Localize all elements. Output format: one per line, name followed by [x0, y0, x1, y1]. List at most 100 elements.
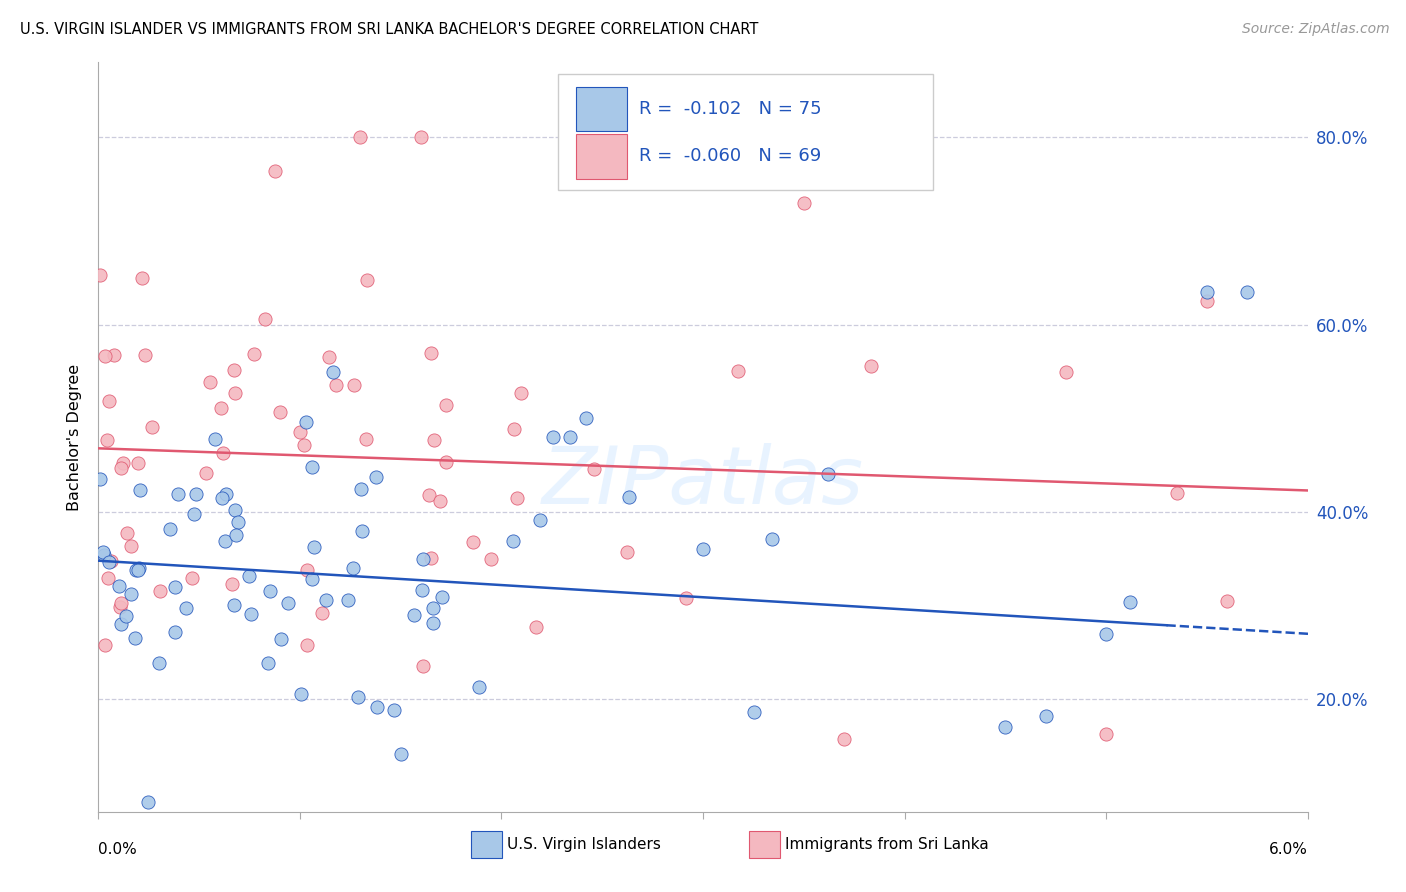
Point [1119, 595, 1142, 609]
Point [382, 703, 405, 717]
Point [97, 571, 120, 585]
Point [582, 462, 605, 476]
Point [1166, 486, 1188, 500]
Point [325, 378, 347, 392]
Point [211, 491, 233, 505]
FancyBboxPatch shape [471, 831, 502, 858]
Text: 0.0%: 0.0% [98, 842, 138, 856]
Point [240, 607, 263, 622]
Point [93, 638, 115, 652]
Point [270, 632, 292, 646]
Point [222, 598, 245, 612]
Point [366, 699, 388, 714]
Point [994, 721, 1017, 735]
Point [412, 659, 434, 673]
Point [352, 524, 374, 538]
Point [222, 363, 245, 377]
Point [93, 545, 115, 559]
Point [422, 616, 444, 631]
Point [434, 398, 457, 412]
Point [418, 488, 440, 502]
Point [1054, 364, 1077, 378]
Point [1095, 626, 1118, 640]
Point [389, 747, 412, 761]
Point [294, 415, 316, 429]
Point [214, 534, 236, 549]
Point [412, 552, 434, 566]
Point [342, 561, 364, 575]
Text: U.S. Virgin Islanders: U.S. Virgin Islanders [508, 838, 661, 852]
Text: Immigrants from Sri Lanka: Immigrants from Sri Lanka [785, 838, 988, 852]
Point [134, 348, 156, 362]
Point [221, 577, 243, 591]
Point [429, 493, 451, 508]
Point [174, 601, 197, 615]
Point [115, 525, 138, 540]
Point [356, 273, 378, 287]
Point [315, 593, 337, 607]
Point [148, 656, 170, 670]
Point [295, 638, 318, 652]
FancyBboxPatch shape [576, 135, 627, 178]
Point [110, 461, 132, 475]
Point [97, 394, 120, 409]
Point [120, 539, 142, 553]
Point [212, 446, 235, 460]
FancyBboxPatch shape [576, 87, 627, 131]
Point [195, 466, 218, 480]
Point [502, 533, 524, 548]
Point [110, 617, 132, 632]
Point [165, 624, 187, 639]
Point [127, 563, 149, 577]
Text: R =  -0.060   N = 69: R = -0.060 N = 69 [638, 147, 821, 165]
Point [402, 607, 425, 622]
Point [742, 706, 765, 720]
Point [617, 490, 640, 504]
Point [209, 401, 232, 416]
Point [292, 438, 315, 452]
Point [364, 469, 387, 483]
Point [148, 583, 170, 598]
Point [354, 432, 377, 446]
Point [214, 487, 236, 501]
Point [125, 563, 148, 577]
Text: ZIPatlas: ZIPatlas [541, 443, 865, 521]
Point [832, 731, 855, 746]
Point [506, 491, 529, 506]
Point [96, 433, 118, 447]
Point [120, 587, 142, 601]
Point [224, 385, 246, 400]
Point [288, 425, 311, 440]
Point [94, 349, 117, 363]
Point [1236, 285, 1258, 299]
Point [817, 467, 839, 481]
Point [198, 375, 221, 389]
Point [502, 421, 524, 435]
Point [349, 130, 371, 145]
Point [107, 579, 129, 593]
Point [243, 347, 266, 361]
Text: 6.0%: 6.0% [1268, 842, 1308, 856]
Point [141, 419, 163, 434]
Point [336, 593, 359, 607]
Point [114, 609, 136, 624]
Point [110, 597, 132, 611]
Point [692, 542, 714, 557]
Point [128, 561, 150, 575]
Point [100, 553, 122, 567]
Point [1216, 594, 1239, 608]
Point [434, 455, 457, 469]
Point [89, 472, 111, 486]
Point [204, 433, 226, 447]
Point [575, 411, 598, 425]
Point [264, 164, 287, 178]
Point [420, 551, 443, 566]
Point [468, 680, 491, 694]
Text: U.S. VIRGIN ISLANDER VS IMMIGRANTS FROM SRI LANKA BACHELOR'S DEGREE CORRELATION : U.S. VIRGIN ISLANDER VS IMMIGRANTS FROM … [20, 22, 758, 37]
Point [183, 507, 205, 521]
Point [98, 555, 121, 569]
Point [1195, 285, 1218, 299]
Point [269, 405, 291, 419]
Point [163, 580, 186, 594]
Point [256, 656, 278, 670]
